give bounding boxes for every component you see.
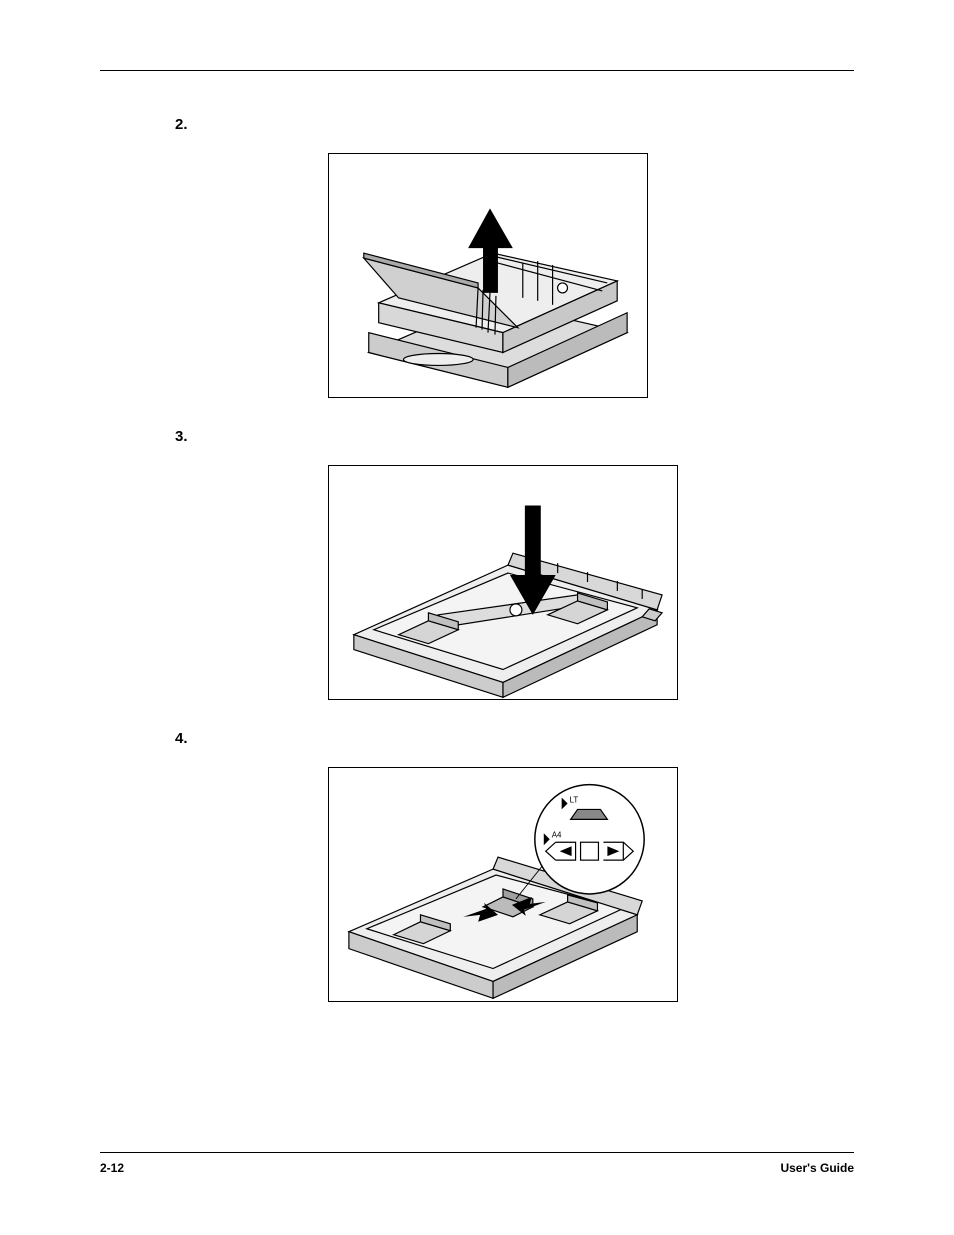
footer-page-number: 2-12: [100, 1161, 124, 1175]
figure-2-box: [328, 153, 648, 398]
step-3-label: 3.: [100, 428, 175, 445]
figure-4-svg: LT A4: [329, 767, 677, 1002]
figure-4-box: LT A4: [328, 767, 678, 1002]
page-container: 2.: [0, 0, 954, 1235]
figure-3-box: [328, 465, 678, 700]
callout-lt-label: LT: [570, 795, 579, 804]
footer-guide-label: User's Guide: [780, 1161, 854, 1175]
header-rule: [100, 70, 854, 71]
page-footer: 2-12 User's Guide: [100, 1152, 854, 1175]
step-4-label: 4.: [100, 730, 175, 747]
step-2-row: 2.: [100, 116, 854, 133]
figure-3-svg: [329, 465, 677, 700]
callout-a4-label: A4: [552, 830, 562, 839]
step-2-label: 2.: [100, 116, 175, 133]
step-3-row: 3.: [100, 428, 854, 445]
step-4-row: 4.: [100, 730, 854, 747]
figure-2-svg: [329, 153, 647, 398]
